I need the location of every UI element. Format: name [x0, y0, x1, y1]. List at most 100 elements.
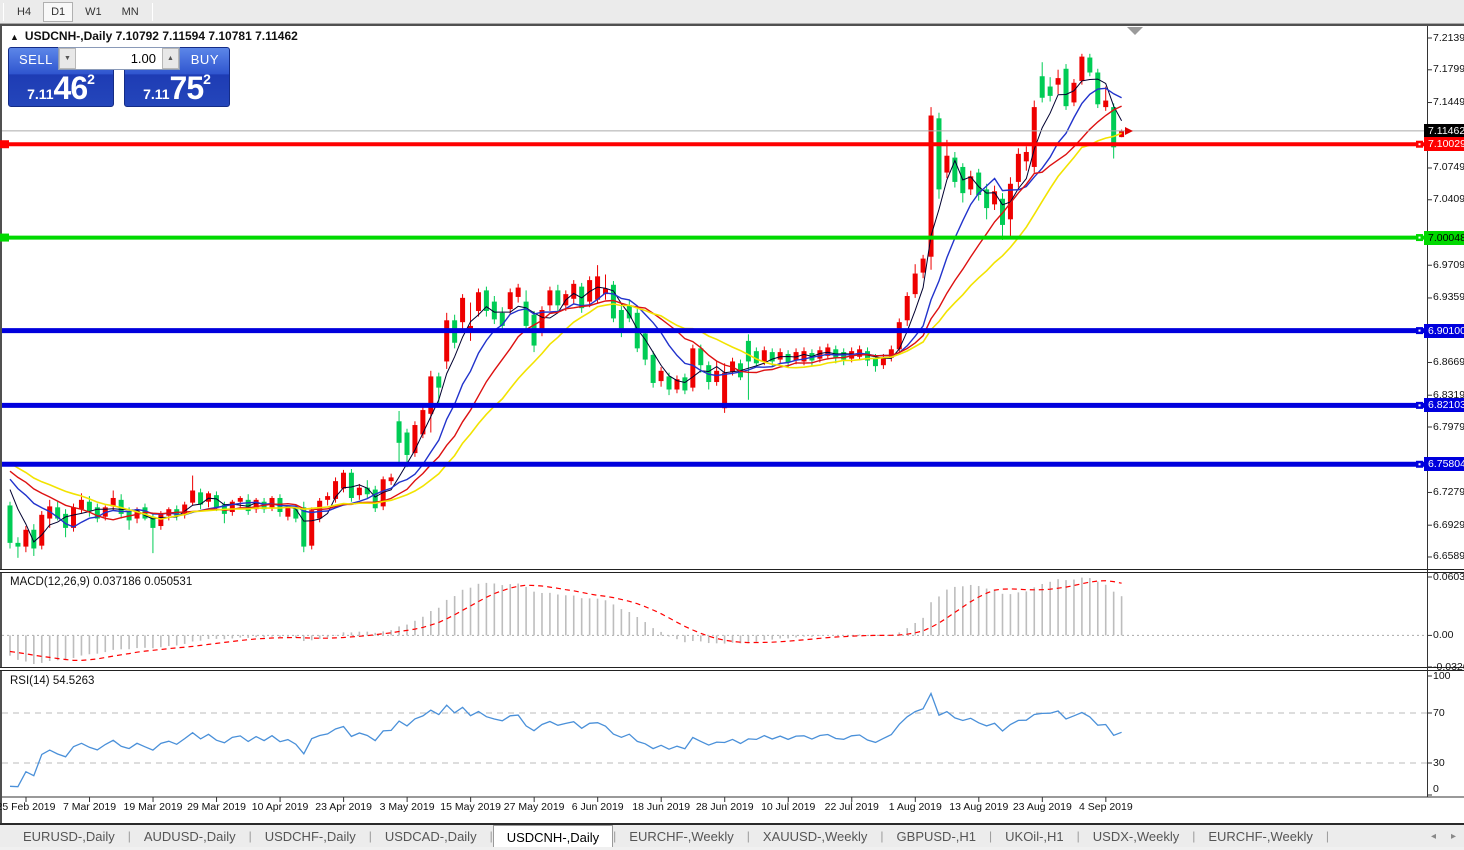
axis-ticks-layer [2, 37, 1464, 802]
date-axis-label: 23 Apr 2019 [315, 801, 372, 813]
pane-splitter[interactable] [0, 569, 1464, 573]
lot-decrease-button[interactable]: ▼ [59, 48, 76, 69]
toolbar-separator [151, 2, 153, 21]
hline-price-box: 6.90100 [1424, 323, 1464, 338]
price-axis-label: 6.65890 [1433, 550, 1464, 563]
price-axis-label: 7.21390 [1433, 31, 1464, 44]
chart-tab-ukoil-h1[interactable]: UKOil-,H1 [1005, 829, 1064, 844]
date-axis-label: 25 Feb 2019 [0, 801, 56, 813]
candles-layer [7, 53, 1125, 558]
date-axis-label: 1 Aug 2019 [888, 801, 942, 813]
hline-price-box: 6.75804 [1424, 457, 1464, 472]
one-click-trading-panel: SELL 7.11 46 2 BUY 7.11 75 2 ▼ 1.00 ▲ [8, 47, 230, 107]
chart-tab-usdcad-daily[interactable]: USDCAD-,Daily [384, 829, 477, 844]
tabs-scroll-right-icon[interactable]: ▸ [1450, 831, 1456, 842]
chart-tab-usdcnh-daily[interactable]: USDCNH-,Daily [492, 825, 614, 847]
macd-layer [2, 577, 1427, 665]
date-axis-label: 27 May 2019 [503, 801, 565, 813]
tab-separator: | [127, 829, 131, 843]
price-axis-label: 6.83190 [1433, 388, 1464, 401]
date-axis-label: 18 Jun 2019 [632, 801, 691, 813]
date-axis-label: 22 Jul 2019 [824, 801, 879, 813]
date-axis-strip [2, 797, 1464, 823]
date-axis-label: 13 Aug 2019 [949, 801, 1009, 813]
macd-indicator-label: MACD(12,26,9) 0.037186 0.050531 [10, 576, 193, 588]
tab-separator: | [989, 829, 993, 843]
date-axis-label: 23 Aug 2019 [1012, 801, 1072, 813]
chart-tab-xauusd-weekly[interactable]: XAUUSD-,Weekly [762, 829, 868, 844]
tab-separator: | [368, 829, 372, 843]
timeframe-button-h4[interactable]: H4 [17, 5, 32, 18]
price-axis-label: 7.04090 [1433, 193, 1464, 206]
lot-increase-button[interactable]: ▲ [162, 48, 179, 69]
chart-tab-eurusd-daily[interactable]: EURUSD-,Daily [23, 829, 115, 844]
date-axis-label: 10 Apr 2019 [251, 801, 309, 813]
chart-tab-usdx-weekly[interactable]: USDX-,Weekly [1092, 829, 1180, 844]
date-axis-label: 10 Jul 2019 [761, 801, 816, 813]
price-axis-label: 7.17990 [1433, 63, 1464, 76]
rsi-pane[interactable] [2, 672, 1464, 797]
chart-tab-eurchf-weekly[interactable]: EURCHF-,Weekly [629, 829, 734, 844]
ask-price: 7.11 75 2 [143, 70, 211, 106]
rsi-layer [2, 691, 1427, 788]
price-axis-label: 6.86690 [1433, 355, 1464, 368]
date-axis-label: 4 Sep 2019 [1078, 801, 1133, 813]
lot-size-value[interactable]: 1.00 [130, 51, 156, 66]
tab-separator: | [1325, 829, 1329, 843]
chart-tab-audusd-daily[interactable]: AUDUSD-,Daily [143, 829, 236, 844]
last-price-arrow-icon [1125, 127, 1133, 135]
hline-price-box: 6.82103 [1424, 398, 1464, 413]
date-axis-label: 19 Mar 2019 [123, 801, 183, 813]
rsi-indicator-label: RSI(14) 54.5263 [10, 675, 95, 687]
rsi-line [9, 691, 1122, 788]
chart-title: ▲ USDCNH-,Daily 7.10792 7.11594 7.10781 7… [10, 29, 298, 43]
date-axis-label: 28 Jun 2019 [695, 801, 754, 813]
symbol-tab-bar: EURUSD-,Daily | AUDUSD-,Daily | USDCHF-,Dail… [0, 823, 1464, 847]
chart-tab-gbpusd-h1[interactable]: GBPUSD-,H1 [896, 829, 977, 844]
timeframe-button-d1[interactable]: D1 [43, 1, 74, 22]
rsi-axis-label: 100 [1433, 670, 1451, 682]
bid-price: 7.11 46 2 [27, 70, 95, 106]
tab-separator: | [1076, 829, 1080, 843]
rsi-axis-label: 0 [1433, 783, 1439, 795]
price-axis-label: 6.69290 [1433, 518, 1464, 531]
current-price-box: 7.11462 [1424, 123, 1464, 138]
tab-separator: | [1192, 829, 1196, 843]
timeframe-button-w1[interactable]: W1 [85, 5, 102, 18]
timeframe-toolbar: H4 D1 W1 MN [0, 0, 1464, 24]
main-chart-pane[interactable] [2, 26, 1464, 569]
collapse-icon[interactable]: ▲ [10, 32, 19, 42]
macd-axis-label: 0.060317 [1433, 571, 1464, 583]
macd-signal-line [9, 580, 1122, 662]
macd-axis-label: -0.032648 [1433, 661, 1464, 673]
date-axis-label: 7 Mar 2019 [62, 801, 117, 813]
chart-tab-eurchf-weekly[interactable]: EURCHF-,Weekly [1208, 829, 1313, 844]
chart-tab-usdchf-daily[interactable]: USDCHF-,Daily [264, 829, 356, 844]
rsi-axis-label: 70 [1433, 707, 1445, 719]
tab-separator: | [248, 829, 252, 843]
toolbar-separator [3, 2, 4, 21]
date-axis-label: 6 Jun 2019 [571, 801, 624, 813]
hline-objects-layer [0, 130, 1427, 468]
price-axis-label: 7.07490 [1433, 161, 1464, 174]
markers-layer [1125, 27, 1143, 135]
pane-splitter[interactable] [0, 667, 1464, 671]
price-axis-label: 7.14490 [1433, 96, 1464, 109]
price-axis-label: 6.97090 [1433, 258, 1464, 271]
macd-axis-label: 0.00 [1433, 629, 1454, 642]
tab-separator: | [489, 829, 493, 843]
tab-separator: | [880, 829, 884, 843]
timeframe-button-mn[interactable]: MN [121, 5, 139, 18]
date-axis-label: 3 May 2019 [379, 801, 435, 813]
sell-label: SELL [19, 52, 53, 67]
ma-20-line [9, 132, 1122, 520]
macd-pane[interactable] [2, 573, 1464, 668]
hline-price-box: 7.10029 [1424, 137, 1464, 152]
chart-shift-marker-icon [1127, 27, 1143, 35]
tabs-scroll-left-icon[interactable]: ◂ [1430, 831, 1436, 842]
hline-price-box: 7.00048 [1424, 230, 1464, 245]
rsi-axis-label: 30 [1433, 757, 1445, 769]
ma-4-line [9, 78, 1123, 543]
buy-label: BUY [190, 52, 219, 67]
